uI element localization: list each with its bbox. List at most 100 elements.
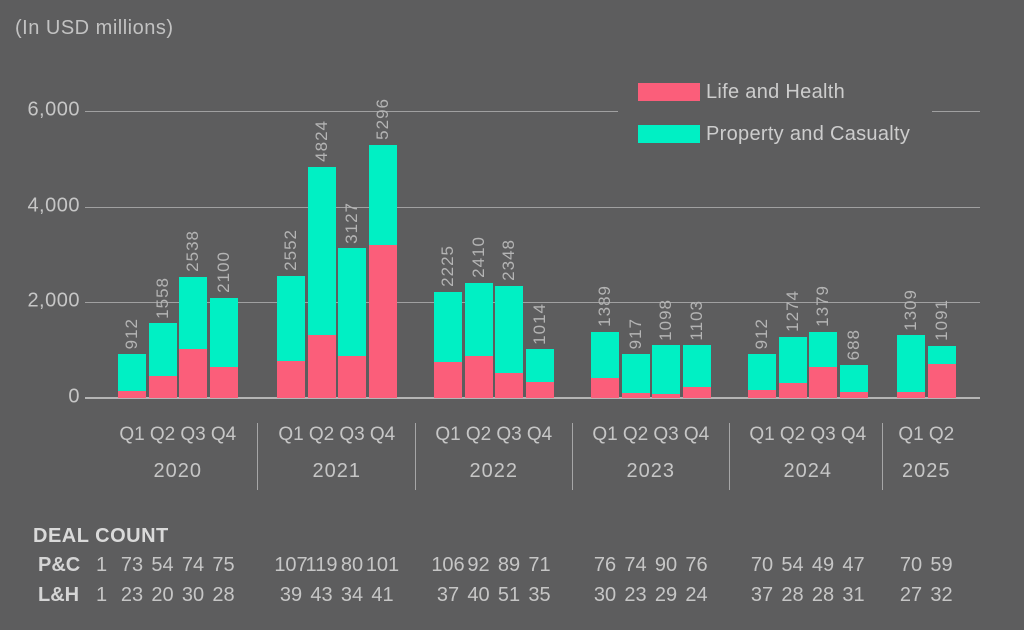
- deal-count-value-lh: 23: [120, 584, 144, 606]
- deal-count-value-pc: 70: [899, 554, 923, 576]
- deal-count-value-lh: 43: [310, 584, 333, 606]
- year-divider: [257, 423, 259, 490]
- quarter-label: Q3: [653, 424, 679, 445]
- deal-count-value-pc: 74: [181, 554, 205, 576]
- year-divider: [729, 423, 731, 490]
- bar-segment-life-and-health: [897, 392, 925, 398]
- bar-segment-life-and-health: [809, 366, 837, 398]
- bar-value-label: 1274: [782, 290, 802, 333]
- deal-count-value-lh: 28: [212, 584, 235, 606]
- bar-segment-life-and-health: [179, 349, 207, 398]
- bar-segment-property-and-casualty: [277, 275, 305, 362]
- quarter-label: Q2: [465, 424, 492, 445]
- bar-value-label: 1309: [901, 288, 920, 331]
- gridline-6000: [932, 111, 980, 112]
- bar-segment-property-and-casualty: [682, 345, 711, 387]
- deal-count-value-pc: 80: [340, 554, 364, 576]
- bar-segment-property-and-casualty: [148, 323, 177, 376]
- quarter-label: Q1: [749, 424, 775, 445]
- bar-segment-life-and-health: [338, 355, 366, 398]
- year-divider: [882, 423, 884, 490]
- year-divider: [572, 423, 574, 490]
- year-divider: [415, 423, 417, 490]
- bar-segment-life-and-health: [118, 390, 146, 398]
- bar-value-label: 688: [843, 328, 863, 361]
- bar-segment-life-and-health: [778, 383, 807, 398]
- deal-count-value-pc: 89: [497, 554, 521, 576]
- quarter-label: Q1: [119, 424, 145, 445]
- legend-label: Life and Health: [706, 80, 846, 103]
- deal-count-value-pc: 49: [811, 554, 835, 576]
- deal-count-value-lh: 31: [842, 584, 865, 606]
- bar-segment-property-and-casualty: [525, 349, 554, 382]
- bar-segment-property-and-casualty: [621, 354, 650, 394]
- bar-segment-life-and-health: [495, 372, 523, 398]
- bar-segment-property-and-casualty: [464, 282, 493, 356]
- deal-count-value-lh: 30: [593, 584, 617, 606]
- deal-count-value-pc: 59: [930, 554, 953, 576]
- bar-value-label: 3127: [342, 201, 361, 244]
- bar-value-label: 2552: [281, 229, 300, 271]
- deal-count-value-lh: 37: [750, 584, 774, 606]
- deal-count-value-lh: 24: [685, 584, 708, 606]
- quarter-label: Q1: [592, 424, 618, 445]
- bar-segment-property-and-casualty: [809, 332, 837, 367]
- gridline-6000: [85, 111, 618, 112]
- y-tick-label: 6,000: [27, 98, 80, 121]
- deal-count-value-pc: 47: [842, 554, 865, 576]
- bar-value-label: 2348: [499, 238, 518, 281]
- deal-count-value-lh: 35: [528, 584, 551, 606]
- bar-value-label: 4824: [311, 120, 331, 163]
- quarter-label: Q2: [149, 424, 176, 445]
- deal-count-value-lh: 30: [181, 584, 205, 606]
- bar-segment-property-and-casualty: [434, 291, 462, 362]
- deal-count-value-lh: 51: [497, 584, 521, 606]
- deal-count-value-lh: 23: [624, 584, 647, 606]
- quarter-label: Q3: [810, 424, 836, 445]
- bar-segment-life-and-health: [148, 375, 177, 398]
- bar-value-label: 917: [625, 317, 645, 350]
- bar-value-label: 2100: [213, 250, 233, 293]
- deal-count-value-lh: 28: [781, 584, 804, 606]
- bar-value-label: 1389: [595, 284, 614, 327]
- bar-value-label: 912: [122, 318, 141, 350]
- bar-segment-property-and-casualty: [748, 354, 776, 390]
- legend-swatch-life-and-health-icon: [638, 83, 700, 101]
- bar-segment-life-and-health: [839, 391, 868, 398]
- quarter-label: Q1: [435, 424, 461, 445]
- bar-segment-property-and-casualty: [118, 354, 146, 391]
- deal-count-value-pc: 75: [212, 554, 235, 576]
- deal-count-value-lh: 39: [279, 584, 303, 606]
- deal-count-value-pc: 90: [654, 554, 678, 576]
- deal-count-row-label-lh: L&H: [38, 584, 80, 606]
- y-tick-label: 0: [68, 385, 80, 408]
- year-label: 2021: [312, 460, 361, 482]
- deal-count-value-pc: 101: [365, 554, 400, 576]
- deal-count-value-pc: 76: [593, 554, 617, 576]
- legend-label: Property and Casualty: [706, 122, 911, 145]
- legend-item-life-and-health: Life and Health: [638, 80, 910, 103]
- bar-segment-property-and-casualty: [778, 337, 807, 384]
- bar-value-label: 1014: [529, 302, 549, 345]
- quarter-label: Q1: [898, 424, 924, 445]
- bar-value-label: 1103: [686, 299, 706, 341]
- deal-count-value-pc: 119: [305, 554, 338, 576]
- deal-count-value-pc: 76: [685, 554, 708, 576]
- bar-value-label: 1558: [152, 276, 172, 319]
- bar-segment-property-and-casualty: [368, 144, 397, 245]
- bar-segment-life-and-health: [209, 367, 238, 398]
- gridline-4000: [85, 206, 980, 208]
- gridline-2000: [85, 302, 980, 304]
- bar-value-label: 2225: [438, 244, 457, 287]
- quarter-label: Q3: [180, 424, 206, 445]
- bar-value-label: 1379: [813, 285, 832, 328]
- quarter-label: Q4: [369, 424, 396, 445]
- y-tick-label: 4,000: [27, 194, 80, 217]
- bar-segment-life-and-health: [682, 386, 711, 398]
- deal-count-header: DEAL COUNT: [33, 525, 169, 547]
- bar-segment-life-and-health: [525, 381, 554, 398]
- bar-segment-life-and-health: [927, 364, 956, 398]
- bar-segment-life-and-health: [434, 361, 462, 398]
- bar-segment-life-and-health: [368, 244, 397, 398]
